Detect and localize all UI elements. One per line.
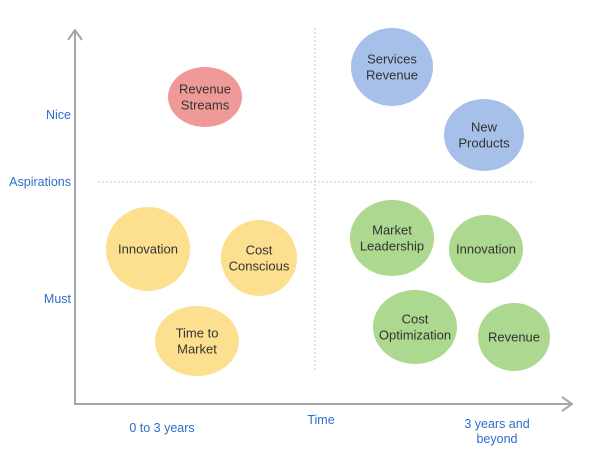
- bubble-label-innovation-right: Innovation: [456, 242, 516, 257]
- bubble-label-market-leadership: Leadership: [360, 239, 424, 254]
- bubble-shape-new-products: [444, 99, 524, 171]
- bubble-label-time-to-market: Market: [177, 342, 217, 357]
- bubble-label-cost-optimization: Optimization: [379, 328, 451, 343]
- y-axis-arrowhead: [67, 29, 83, 41]
- bubble-shape-cost-conscious: [221, 220, 297, 296]
- bubble-innovation-right: Innovation: [449, 215, 523, 283]
- bubble-label-cost-conscious: Conscious: [229, 259, 290, 274]
- bubble-label-revenue-streams: Revenue: [179, 82, 231, 97]
- bubble-shape-services-revenue: [351, 28, 433, 106]
- bubble-innovation-left: Innovation: [106, 207, 190, 291]
- y-label-aspirations: Aspirations: [9, 175, 71, 189]
- x-label-long-term-line2: beyond: [476, 432, 517, 446]
- bubble-label-cost-optimization: Cost: [402, 312, 429, 327]
- bubble-group: RevenueStreamsServicesRevenueNewProducts…: [106, 28, 550, 376]
- bubble-label-new-products: Products: [458, 136, 510, 151]
- bubble-shape-revenue: [478, 303, 550, 371]
- bubble-shape-revenue-streams: [168, 67, 242, 127]
- x-axis-arrowhead: [561, 396, 573, 412]
- y-label-must: Must: [44, 292, 72, 306]
- bubble-shape-time-to-market: [155, 306, 239, 376]
- y-label-nice: Nice: [46, 108, 71, 122]
- bubble-label-time-to-market: Time to: [176, 326, 219, 341]
- bubble-shape-innovation-left: [106, 207, 190, 291]
- bubble-revenue: Revenue: [478, 303, 550, 371]
- x-label-long-term-line1: 3 years and: [464, 417, 529, 431]
- bubble-label-services-revenue: Services: [367, 52, 417, 67]
- bubble-label-revenue-streams: Streams: [181, 98, 230, 113]
- quadrant-dividers: [98, 28, 535, 370]
- axes: [67, 29, 573, 412]
- bubble-shape-innovation-right: [449, 215, 523, 283]
- bubble-label-market-leadership: Market: [372, 223, 412, 238]
- bubble-label-innovation-left: Innovation: [118, 242, 178, 257]
- bubble-shape-cost-optimization: [373, 290, 457, 364]
- x-label-short-term: 0 to 3 years: [129, 421, 194, 435]
- bubble-label-cost-conscious: Cost: [246, 243, 273, 258]
- bubble-label-services-revenue: Revenue: [366, 68, 418, 83]
- bubble-label-new-products: New: [471, 120, 498, 135]
- x-label-time: Time: [307, 413, 334, 427]
- bubble-shape-market-leadership: [350, 200, 434, 276]
- bubble-label-revenue: Revenue: [488, 330, 540, 345]
